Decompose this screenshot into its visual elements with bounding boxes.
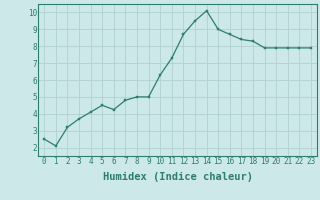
X-axis label: Humidex (Indice chaleur): Humidex (Indice chaleur) xyxy=(103,172,252,182)
